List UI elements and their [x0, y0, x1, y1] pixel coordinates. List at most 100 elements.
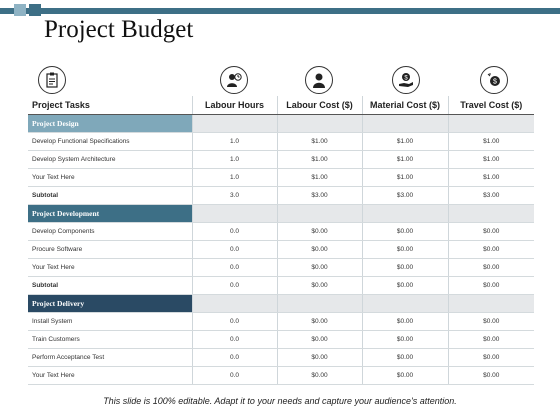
subtotal-value: $0.00 [447, 276, 534, 295]
table-row: Procure Software 0.0 $0.00 $0.00 $0.00 [28, 240, 534, 259]
value-cell: $0.00 [361, 312, 448, 331]
budget-table: Project Tasks Labour Hours Labour Cost (… [28, 96, 534, 385]
value-cell: $0.00 [361, 258, 448, 277]
value-cell: $0.00 [447, 348, 534, 367]
section-header-cell [447, 294, 534, 313]
footer-note: This slide is 100% editable. Adapt it to… [103, 396, 457, 406]
subtotal-label: Subtotal [28, 186, 192, 205]
subtotal-value: 3.0 [191, 186, 277, 205]
value-cell: 0.0 [191, 330, 277, 349]
table-row: Perform Acceptance Test 0.0 $0.00 $0.00 $0.0… [28, 348, 534, 367]
value-cell: 0.0 [191, 348, 277, 367]
column-header: Labour Cost ($) [276, 96, 362, 115]
subtotal-row: Subtotal 0.0 $0.00 $0.00 $0.00 [28, 276, 534, 295]
table-row: Develop System Architecture 1.0 $1.00 $1.00… [28, 150, 534, 169]
section-title: Project Design [28, 114, 192, 133]
task-name-cell: Perform Acceptance Test [28, 348, 192, 367]
table-row: Develop Functional Specifications 1.0 $1.0… [28, 132, 534, 151]
page-title: Project Budget [44, 16, 194, 43]
value-cell: 1.0 [191, 150, 277, 169]
subtotal-label: Subtotal [28, 276, 192, 295]
column-header: Project Tasks [28, 96, 192, 115]
column-header: Travel Cost ($) [447, 96, 534, 115]
section-header-cell [447, 204, 534, 223]
section-header-row: Project Development [28, 204, 534, 223]
table-row: Your Text Here 0.0 $0.00 $0.00 $0.00 [28, 366, 534, 385]
section-header-cell [276, 204, 362, 223]
value-cell: 0.0 [191, 222, 277, 241]
task-name-cell: Install System [28, 312, 192, 331]
table-row: Your Text Here 0.0 $0.00 $0.00 $0.00 [28, 258, 534, 277]
value-cell: $0.00 [447, 258, 534, 277]
section-header-cell [276, 114, 362, 133]
value-cell: 1.0 [191, 168, 277, 187]
top-accent-bar [0, 8, 560, 14]
section-title: Project Delivery [28, 294, 192, 313]
value-cell: 0.0 [191, 258, 277, 277]
section-header-cell [191, 114, 277, 133]
subtotal-value: $0.00 [276, 276, 362, 295]
value-cell: $0.00 [447, 330, 534, 349]
task-name-cell: Develop Functional Specifications [28, 132, 192, 151]
svg-text:$: $ [493, 79, 497, 86]
money-coin-icon: $ [480, 66, 508, 94]
value-cell: $0.00 [276, 240, 362, 259]
hand-money-icon: $ [392, 66, 420, 94]
value-cell: $0.00 [361, 240, 448, 259]
value-cell: $0.00 [276, 312, 362, 331]
task-name-cell: Develop Components [28, 222, 192, 241]
value-cell: $0.00 [276, 258, 362, 277]
section-header-row: Project Delivery [28, 294, 534, 313]
clipboard-icon [38, 66, 66, 94]
value-cell: $1.00 [447, 150, 534, 169]
task-name-cell: Your Text Here [28, 258, 192, 277]
value-cell: $1.00 [276, 132, 362, 151]
value-cell: $0.00 [276, 330, 362, 349]
svg-text:$: $ [404, 76, 408, 82]
value-cell: 0.0 [191, 240, 277, 259]
subtotal-value: $3.00 [447, 186, 534, 205]
table-header-row: Project Tasks Labour Hours Labour Cost (… [28, 96, 534, 115]
value-cell: $1.00 [276, 168, 362, 187]
value-cell: $1.00 [447, 168, 534, 187]
subtotal-value: $3.00 [361, 186, 448, 205]
column-header: Labour Hours [191, 96, 277, 115]
table-row: Install System 0.0 $0.00 $0.00 $0.00 [28, 312, 534, 331]
value-cell: $1.00 [276, 150, 362, 169]
accent-square-light [14, 4, 26, 16]
value-cell: $0.00 [361, 348, 448, 367]
table-row: Train Customers 0.0 $0.00 $0.00 $0.00 [28, 330, 534, 349]
value-cell: $0.00 [447, 312, 534, 331]
task-name-cell: Train Customers [28, 330, 192, 349]
value-cell: $1.00 [361, 168, 448, 187]
task-name-cell: Procure Software [28, 240, 192, 259]
section-header-cell [276, 294, 362, 313]
subtotal-row: Subtotal 3.0 $3.00 $3.00 $3.00 [28, 186, 534, 205]
section-header-cell [447, 114, 534, 133]
section-title: Project Development [28, 204, 192, 223]
value-cell: $0.00 [276, 366, 362, 385]
column-header: Material Cost ($) [361, 96, 448, 115]
value-cell: $0.00 [447, 366, 534, 385]
accent-square-dark [29, 4, 41, 16]
value-cell: 0.0 [191, 366, 277, 385]
value-cell: $0.00 [361, 366, 448, 385]
value-cell: $0.00 [447, 240, 534, 259]
section-header-cell [191, 204, 277, 223]
value-cell: $0.00 [361, 222, 448, 241]
person-icon [305, 66, 333, 94]
clock-person-icon [220, 66, 248, 94]
task-name-cell: Your Text Here [28, 168, 192, 187]
value-cell: $1.00 [447, 132, 534, 151]
task-name-cell: Develop System Architecture [28, 150, 192, 169]
value-cell: $0.00 [276, 222, 362, 241]
section-header-cell [191, 294, 277, 313]
table-row: Your Text Here 1.0 $1.00 $1.00 $1.00 [28, 168, 534, 187]
subtotal-value: $3.00 [276, 186, 362, 205]
value-cell: $0.00 [361, 330, 448, 349]
value-cell: $0.00 [276, 348, 362, 367]
subtotal-value: 0.0 [191, 276, 277, 295]
section-header-row: Project Design [28, 114, 534, 133]
task-name-cell: Your Text Here [28, 366, 192, 385]
value-cell: 1.0 [191, 132, 277, 151]
